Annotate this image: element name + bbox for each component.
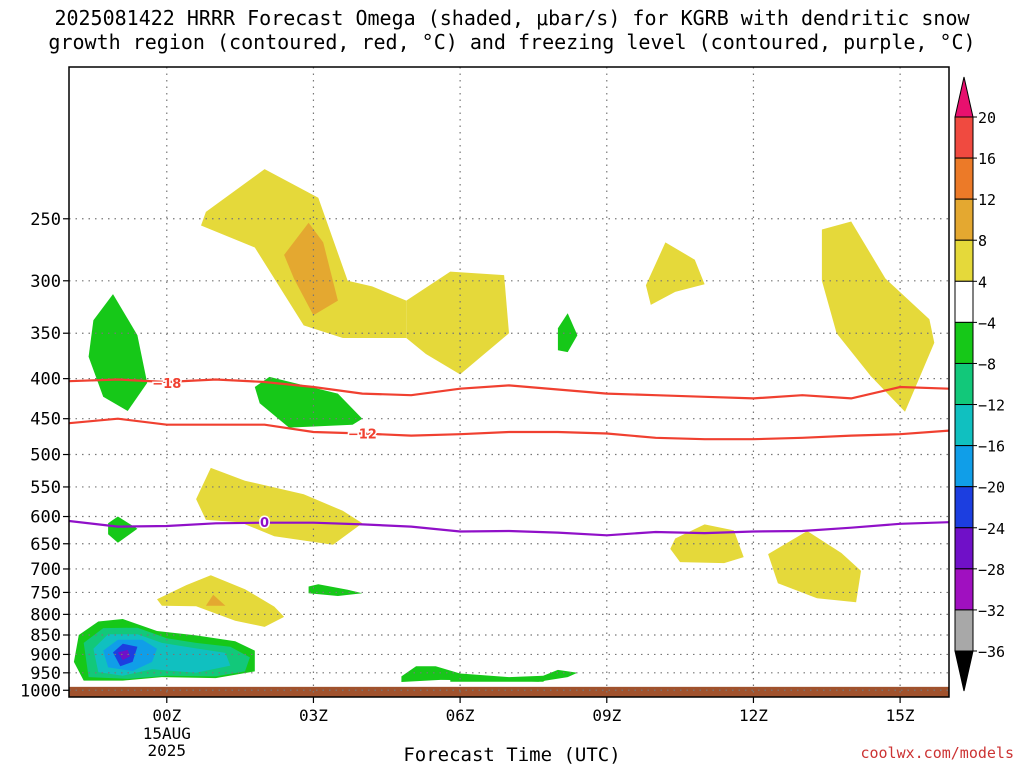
colorbar-bin-2 — [954, 198, 974, 241]
omega-region-4 — [821, 221, 935, 412]
colorbar-label-8: −16 — [978, 438, 1005, 456]
colorbar-label-5: −4 — [978, 314, 996, 332]
x-tick-label-15: 15Z — [886, 706, 915, 725]
colorbar-label-0: 20 — [978, 109, 996, 127]
plot-frame — [68, 66, 950, 698]
x-tick-sublabel-0-0: 15AUG — [143, 724, 191, 743]
x-tick-sublabel-0-1: 2025 — [148, 741, 187, 760]
ground-surface — [69, 686, 949, 697]
colorbar-label-6: −8 — [978, 355, 996, 373]
colorbar-top-triangle — [954, 76, 974, 118]
colorbar-bin-6 — [954, 362, 974, 406]
colorbar-label-2: 12 — [978, 191, 996, 209]
colorbar-label-4: 4 — [978, 273, 987, 291]
colorbar-bin-7 — [954, 404, 974, 447]
x-tick-label-6: 06Z — [446, 706, 475, 725]
omega-region-2 — [284, 222, 338, 316]
y-tick-label-850: 850 — [30, 626, 61, 646]
omega-region-9 — [205, 594, 226, 606]
x-tick-label-3: 03Z — [299, 706, 328, 725]
colorbar-bottom-triangle — [954, 650, 974, 692]
colorbar-bin-0 — [954, 116, 974, 159]
contour-label--12: −12 — [348, 427, 377, 442]
y-tick-label-550: 550 — [30, 478, 61, 498]
y-tick-label-450: 450 — [30, 410, 61, 430]
y-tick-label-600: 600 — [30, 508, 61, 528]
colorbar-label-9: −20 — [978, 479, 1005, 497]
y-tick-label-250: 250 — [30, 210, 61, 230]
omega-region-8 — [157, 575, 285, 627]
y-tick-label-750: 750 — [30, 583, 61, 603]
colorbar-bin-3 — [954, 239, 974, 282]
colorbar-bin-12 — [954, 609, 974, 652]
colorbar-bin-5 — [954, 321, 974, 364]
y-tick-label-900: 900 — [30, 645, 61, 665]
y-tick-label-300: 300 — [30, 272, 61, 292]
y-tick-label-350: 350 — [30, 324, 61, 344]
chart-title: 2025081422 HRRR Forecast Omega (shaded, … — [48, 6, 976, 54]
y-tick-label-500: 500 — [30, 446, 61, 466]
y-tick-label-700: 700 — [30, 560, 61, 580]
contour-line--12 — [69, 417, 949, 441]
colorbar-bin-8 — [954, 445, 974, 488]
omega-region-7 — [768, 531, 861, 603]
colorbar-bin-1 — [954, 157, 974, 200]
x-tick-label-9: 09Z — [592, 706, 621, 725]
omega-region-3 — [645, 242, 705, 305]
colorbar: 20 16 12 8 4 −4 −8 −12 −16 −20 −24 −28 −32 −36 — [954, 76, 1005, 692]
contour-line-0 — [69, 519, 949, 537]
omega-region-10 — [88, 294, 148, 411]
omega-region-5 — [196, 467, 363, 545]
contour-label-0: 0 — [260, 516, 269, 531]
y-tick-label-400: 400 — [30, 370, 61, 390]
omega-region-13 — [108, 516, 138, 543]
site-credit[interactable]: coolwx.com/models — [860, 744, 1014, 762]
contour-label--18: −18 — [152, 377, 181, 392]
colorbar-label-12: −32 — [978, 602, 1005, 620]
colorbar-label-13: −36 — [978, 643, 1005, 661]
omega-region-11 — [254, 376, 363, 428]
plot-area: −18 −12 0 — [69, 67, 949, 697]
contour-line--18 — [69, 378, 949, 400]
omega-region-1 — [406, 271, 509, 375]
omega-region-14 — [308, 584, 363, 596]
colorbar-label-11: −28 — [978, 561, 1005, 579]
y-tick-label-1000: 1000 — [20, 681, 61, 701]
x-axis-label: Forecast Time (UTC) — [403, 744, 621, 766]
colorbar-label-10: −24 — [978, 520, 1005, 538]
colorbar-label-7: −12 — [978, 397, 1005, 415]
x-tick-label-0: 00Z — [152, 706, 181, 725]
colorbar-label-3: 8 — [978, 232, 987, 250]
y-tick-label-650: 650 — [30, 535, 61, 555]
omega-region-12 — [557, 313, 578, 353]
x-tick-label-12: 12Z — [739, 706, 768, 725]
colorbar-bin-11 — [954, 568, 974, 611]
colorbar-bin-9 — [954, 486, 974, 529]
omega-region-22 — [450, 677, 549, 682]
colorbar-bin-4 — [954, 280, 974, 323]
omega-region-20 — [117, 649, 131, 661]
grid-lines — [69, 67, 949, 697]
colorbar-label-1: 16 — [978, 150, 996, 168]
colorbar-bin-10 — [954, 527, 974, 570]
y-tick-label-800: 800 — [30, 605, 61, 625]
y-tick-label-950: 950 — [30, 664, 61, 684]
